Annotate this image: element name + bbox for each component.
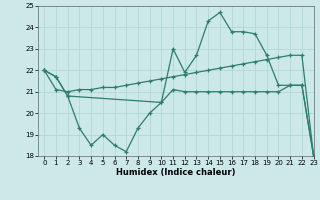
X-axis label: Humidex (Indice chaleur): Humidex (Indice chaleur) [116, 168, 236, 177]
